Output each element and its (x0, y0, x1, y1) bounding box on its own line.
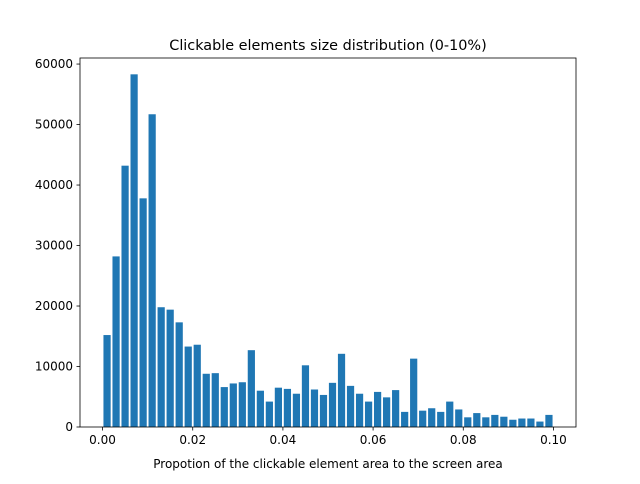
x-tick-label: 0.08 (450, 433, 477, 447)
bar (139, 198, 147, 427)
bars-group (103, 74, 553, 427)
y-axis-ticks: 0 10000 20000 30000 40000 50000 60000 (35, 57, 80, 434)
bar (211, 373, 219, 427)
bar (473, 413, 481, 427)
bar (536, 421, 544, 427)
bar (238, 382, 246, 427)
bar (410, 358, 418, 427)
x-axis-ticks: 0.00 0.02 0.04 0.06 0.08 0.10 (89, 427, 567, 447)
bar (545, 414, 553, 427)
bar (220, 387, 228, 427)
bar (193, 344, 201, 427)
bar (301, 365, 310, 427)
bar (509, 419, 517, 427)
bar (175, 322, 183, 427)
bar (130, 74, 138, 427)
x-tick-label: 0.10 (540, 433, 567, 447)
bar (527, 418, 535, 427)
bar (328, 382, 337, 427)
bar (518, 418, 526, 427)
y-tick-label: 10000 (35, 360, 73, 374)
bar (319, 394, 328, 427)
bar (464, 417, 472, 427)
bar (392, 390, 400, 427)
bar (310, 389, 319, 427)
x-tick-label: 0.00 (89, 433, 116, 447)
bar (355, 393, 364, 427)
bar (148, 114, 156, 427)
bar (166, 309, 174, 427)
bar (202, 373, 210, 427)
bar (346, 385, 355, 427)
bar (274, 387, 282, 427)
bar (256, 390, 264, 427)
bar (383, 397, 391, 427)
bar (364, 401, 373, 427)
x-tick-label: 0.04 (270, 433, 297, 447)
bar (482, 417, 490, 427)
x-tick-label: 0.06 (360, 433, 387, 447)
chart-title: Clickable elements size distribution (0-… (169, 38, 486, 54)
x-axis-label: Propotion of the clickable element area … (153, 457, 503, 471)
y-tick-label: 30000 (35, 239, 73, 253)
bar (401, 411, 409, 427)
axes-frame (79, 57, 577, 428)
bar (491, 414, 499, 427)
bar (500, 416, 508, 427)
x-tick-label: 0.02 (179, 433, 206, 447)
bar (229, 383, 237, 427)
y-tick-label: 40000 (35, 178, 73, 192)
bar (373, 391, 382, 427)
bar (455, 409, 463, 427)
bar (428, 408, 436, 427)
bar (446, 401, 454, 427)
bar (265, 401, 273, 427)
bar (337, 353, 346, 427)
bar (437, 411, 445, 427)
bar (121, 165, 129, 427)
y-tick-label: 50000 (35, 118, 73, 132)
bar (157, 307, 165, 427)
bar (247, 350, 255, 427)
bar (184, 346, 192, 427)
bar (419, 410, 427, 427)
bar (283, 388, 292, 427)
y-tick-label: 0 (65, 420, 73, 434)
y-tick-label: 20000 (35, 299, 73, 313)
bar (292, 393, 301, 427)
bar (112, 256, 120, 427)
y-tick-label: 60000 (35, 57, 73, 71)
bar (103, 335, 111, 427)
